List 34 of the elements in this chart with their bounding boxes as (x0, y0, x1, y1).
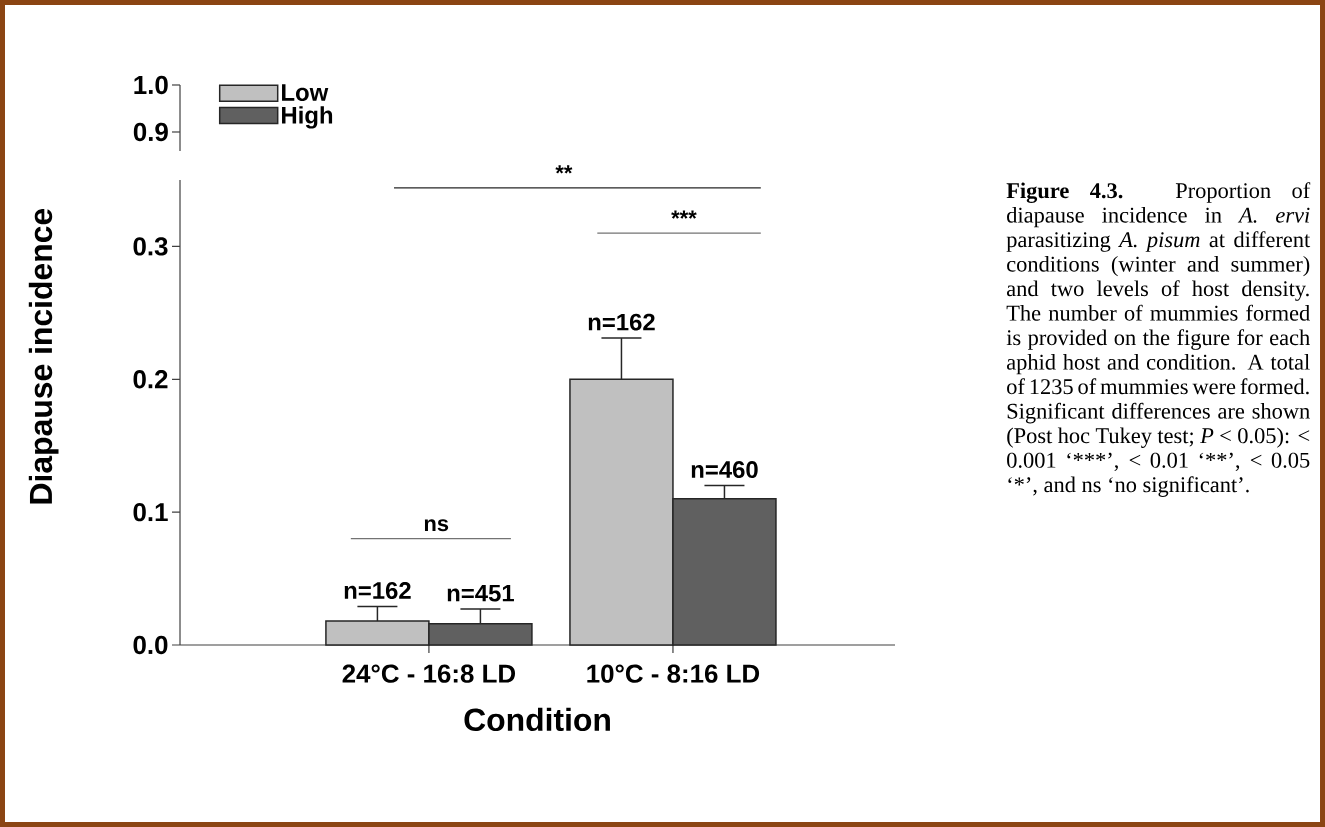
text: parasitizing A. pisum at different (1006, 231, 1311, 252)
text: Figure 4.3. Proportion of (1006, 182, 1311, 203)
annotation: n=460 (691, 461, 758, 479)
annotation: n=162 (344, 582, 411, 599)
y-tick-label: 0.3 (133, 237, 168, 256)
text: Significant differences are shown (1007, 402, 1310, 424)
text: 0.001 (1007, 452, 1056, 468)
text: ** (555, 165, 573, 174)
annotation: n=162 (588, 313, 655, 331)
x-tick-label: 10°C - 8:16 LD (587, 664, 760, 683)
text: 0.9 (133, 122, 168, 142)
annotation: n=451 (447, 584, 514, 602)
text: ‘*’, and ns ‘no significant’. (1008, 476, 1249, 497)
text: ‘***’, < 0.01 (1067, 452, 1188, 472)
x-axis-title: Condition (464, 707, 610, 732)
legend-label: High (282, 106, 333, 129)
text: The number of mummies formed (1006, 304, 1310, 321)
text: and two levels of host density. (1007, 280, 1309, 301)
text: conditions (winter and summer) (1007, 255, 1310, 277)
legend-label: Low (282, 84, 329, 101)
annotation: *** (671, 210, 697, 219)
text: ‘**’, < 0.05 (1199, 452, 1310, 472)
y-tick-label: 0.1 (133, 502, 168, 522)
text: diapause incidence in A. ervi (1007, 206, 1310, 228)
x-tick-label: 24°C - 16:8 LD (342, 664, 516, 683)
y-axis-title: Diapause incidence (28, 208, 59, 504)
text: 1.0 (134, 75, 168, 95)
y-tick-label: 0.2 (133, 370, 168, 389)
text: of 1235 of mummies were formed. (1007, 378, 1309, 395)
y-tick-label: 0.0 (133, 635, 168, 655)
text: aphid host and condition. A total (1007, 353, 1310, 375)
text: (Post hoc Tukey test; P < 0.05): < (1007, 427, 1310, 448)
text: is provided on the figure for each (1006, 329, 1310, 350)
annotation: ns (424, 519, 449, 532)
